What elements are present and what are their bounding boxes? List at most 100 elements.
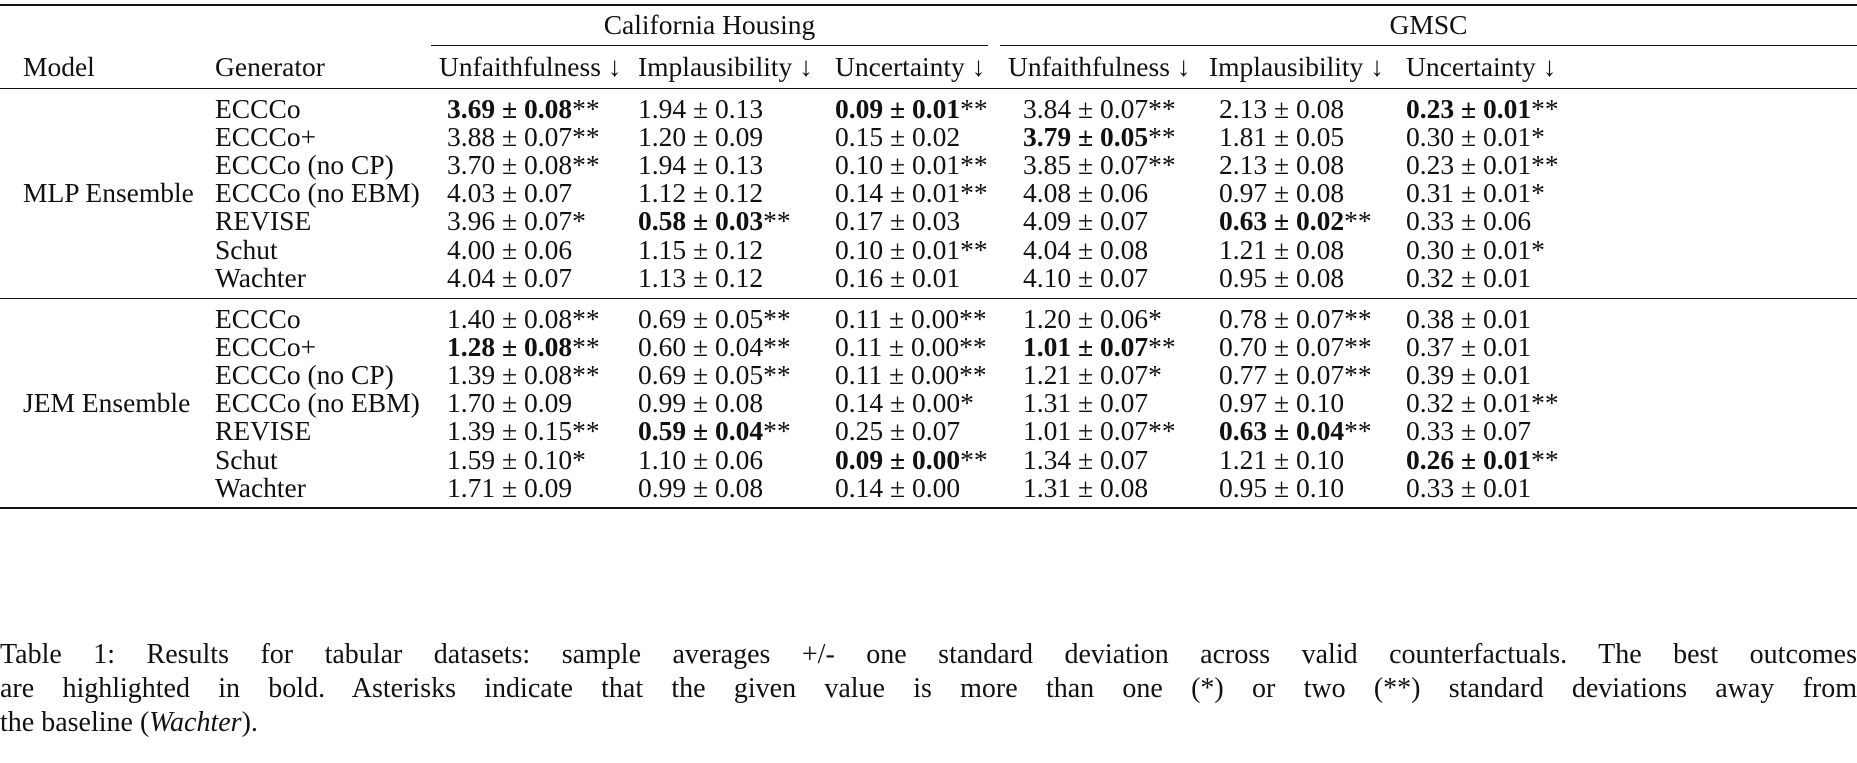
metric-cell: 0.33 ± 0.01 xyxy=(1406,471,1531,505)
metric-value: 0.33 ± 0.06 xyxy=(1406,205,1532,237)
metric-cell: 3.84 ± 0.07** xyxy=(1023,92,1176,126)
metric-cell: 0.17 ± 0.03 xyxy=(835,204,960,238)
significance-marker: ** xyxy=(1531,443,1559,475)
significance-marker: * xyxy=(572,443,586,475)
metric-cell: 1.94 ± 0.13 xyxy=(638,148,763,182)
significance-marker: ** xyxy=(572,415,600,447)
metric-cell: 3.88 ± 0.07** xyxy=(447,120,600,154)
metric-cell: 0.09 ± 0.01** xyxy=(835,92,988,126)
generator-cell: Schut xyxy=(215,443,278,475)
metric-value: 0.99 ± 0.08 xyxy=(638,471,764,503)
generator-cell: ECCCo (no EBM) xyxy=(215,387,420,419)
metric-cell: 0.58 ± 0.03** xyxy=(638,204,791,238)
metric-value: 3.88 ± 0.07 xyxy=(447,121,573,153)
metric-cell: 0.97 ± 0.08 xyxy=(1219,176,1344,210)
metric-value: 1.39 ± 0.08 xyxy=(447,359,573,391)
significance-marker: ** xyxy=(763,205,791,237)
metric-cell: 0.15 ± 0.02 xyxy=(835,120,960,154)
metric-value: 1.15 ± 0.12 xyxy=(638,233,764,265)
significance-marker: ** xyxy=(1148,93,1176,124)
significance-marker: ** xyxy=(572,331,600,363)
metric-cell: 0.33 ± 0.06 xyxy=(1406,204,1531,238)
metric-cell: 2.13 ± 0.08 xyxy=(1219,148,1344,182)
significance-marker: ** xyxy=(1148,149,1176,181)
caption-line-1: Table 1: Results for tabular datasets: s… xyxy=(0,639,1857,670)
column-header-unfaithfulness-gmsc: Unfaithfulness ↓ xyxy=(1008,51,1191,82)
metric-value: 3.79 ± 0.05 xyxy=(1023,121,1149,153)
metric-value: 0.97 ± 0.08 xyxy=(1219,177,1345,209)
significance-marker: ** xyxy=(960,149,988,181)
metric-value: 0.39 ± 0.01 xyxy=(1406,359,1532,391)
metric-value: 1.20 ± 0.09 xyxy=(638,121,764,153)
metric-cell: 1.15 ± 0.12 xyxy=(638,233,763,267)
metric-cell: 0.09 ± 0.00** xyxy=(835,443,988,477)
metric-cell: 1.20 ± 0.09 xyxy=(638,120,763,154)
metric-cell: 4.10 ± 0.07 xyxy=(1023,261,1148,295)
metric-value: 0.09 ± 0.00 xyxy=(835,443,961,475)
metric-cell: 4.08 ± 0.06 xyxy=(1023,176,1148,210)
metric-cell: 2.13 ± 0.08 xyxy=(1219,92,1344,126)
metric-cell: 4.09 ± 0.07 xyxy=(1023,204,1148,238)
metric-value: 0.16 ± 0.01 xyxy=(835,261,961,293)
metric-cell: 1.70 ± 0.09 xyxy=(447,386,572,420)
metric-value: 0.30 ± 0.01 xyxy=(1406,233,1532,265)
metric-value: 0.58 ± 0.03 xyxy=(638,205,764,237)
metric-value: 0.33 ± 0.01 xyxy=(1406,471,1532,503)
significance-marker: ** xyxy=(572,121,600,153)
significance-marker: ** xyxy=(1344,415,1372,447)
model-label-jem-ensemble: JEM Ensemble xyxy=(23,387,191,418)
generator-cell: Wachter xyxy=(215,261,306,293)
significance-marker: ** xyxy=(572,149,600,181)
metric-cell: 4.04 ± 0.07 xyxy=(447,261,572,295)
generator-cell: ECCCo+ xyxy=(215,121,317,153)
group-rule-gmsc xyxy=(1000,45,1857,46)
significance-marker: ** xyxy=(1531,93,1559,124)
metric-value: 1.34 ± 0.07 xyxy=(1023,443,1149,475)
metric-cell: 1.01 ± 0.07** xyxy=(1023,330,1176,364)
significance-marker: * xyxy=(572,205,586,237)
metric-value: 4.09 ± 0.07 xyxy=(1023,205,1149,237)
metric-value: 1.28 ± 0.08 xyxy=(447,331,573,363)
metric-cell: 0.97 ± 0.10 xyxy=(1219,386,1344,420)
metric-cell: 0.32 ± 0.01** xyxy=(1406,386,1559,420)
caption-baseline-name: Wachter xyxy=(149,707,242,738)
metric-cell: 0.95 ± 0.08 xyxy=(1219,261,1344,295)
significance-marker: * xyxy=(1531,177,1545,209)
metric-value: 1.40 ± 0.08 xyxy=(447,303,573,334)
metric-value: 1.21 ± 0.07 xyxy=(1023,359,1149,391)
column-header-uncertainty-ca: Uncertainty ↓ xyxy=(835,51,986,82)
metric-cell: 3.79 ± 0.05** xyxy=(1023,120,1176,154)
metric-value: 0.23 ± 0.01 xyxy=(1406,93,1532,124)
metric-value: 1.39 ± 0.15 xyxy=(447,415,573,447)
metric-value: 1.70 ± 0.09 xyxy=(447,387,573,419)
metric-value: 0.95 ± 0.08 xyxy=(1219,261,1345,293)
metric-cell: 1.39 ± 0.15** xyxy=(447,414,600,448)
metric-value: 0.38 ± 0.01 xyxy=(1406,303,1532,334)
significance-marker: ** xyxy=(572,303,600,334)
metric-cell: 3.70 ± 0.08** xyxy=(447,148,600,182)
metric-cell: 0.25 ± 0.07 xyxy=(835,414,960,448)
metric-value: 4.04 ± 0.08 xyxy=(1023,233,1149,265)
metric-cell: 1.21 ± 0.10 xyxy=(1219,443,1344,477)
metric-cell: 1.59 ± 0.10* xyxy=(447,443,586,477)
header-rule xyxy=(0,88,1857,89)
significance-marker: ** xyxy=(1344,359,1372,391)
metric-value: 1.59 ± 0.10 xyxy=(447,443,573,475)
metric-cell: 1.21 ± 0.07* xyxy=(1023,358,1162,392)
metric-value: 1.01 ± 0.07 xyxy=(1023,415,1149,447)
metric-value: 0.99 ± 0.08 xyxy=(638,387,764,419)
metric-value: 0.31 ± 0.01 xyxy=(1406,177,1532,209)
metric-value: 1.13 ± 0.12 xyxy=(638,261,764,293)
significance-marker: ** xyxy=(1344,303,1372,334)
metric-value: 0.69 ± 0.05 xyxy=(638,303,764,334)
significance-marker: ** xyxy=(572,359,600,391)
metric-value: 0.10 ± 0.01 xyxy=(835,233,961,265)
metric-value: 3.84 ± 0.07 xyxy=(1023,93,1149,124)
metric-cell: 0.31 ± 0.01* xyxy=(1406,176,1545,210)
metric-value: 3.69 ± 0.08 xyxy=(447,93,573,124)
metric-cell: 0.23 ± 0.01** xyxy=(1406,148,1559,182)
significance-marker: ** xyxy=(763,303,791,334)
metric-cell: 0.11 ± 0.00** xyxy=(835,330,987,364)
metric-cell: 1.12 ± 0.12 xyxy=(638,176,763,210)
metric-cell: 0.32 ± 0.01 xyxy=(1406,261,1531,295)
